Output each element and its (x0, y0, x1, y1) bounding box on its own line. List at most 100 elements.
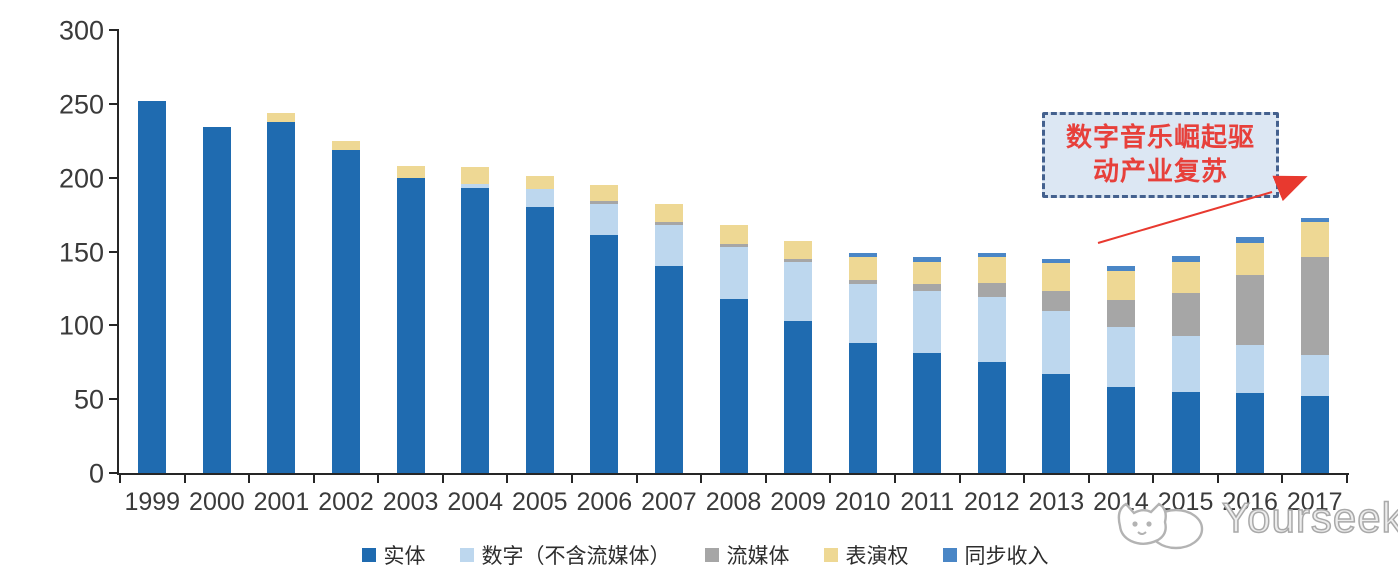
bar-2010-streaming (848, 279, 877, 284)
bar-2011-sync (913, 257, 942, 262)
x-label-2002: 2002 (318, 488, 374, 516)
x-label-2003: 2003 (382, 488, 439, 516)
bar-2017-performance (1300, 221, 1329, 258)
x-tick-2 (248, 475, 251, 483)
x-tick-15 (1087, 475, 1090, 483)
y-label-100: 100 (58, 310, 104, 341)
x-label-2012: 2012 (964, 488, 1020, 516)
x-axis-line (117, 473, 1349, 475)
x-tick-6 (506, 475, 509, 483)
y-label-150: 150 (58, 237, 104, 267)
x-tick-13 (958, 475, 961, 483)
bar-2010-physical (848, 343, 877, 473)
bar-2012-digital (977, 297, 1006, 363)
bar-2001-performance (267, 112, 296, 122)
x-tick-0 (119, 475, 121, 483)
x-tick-4 (377, 475, 380, 483)
bar-2016-digital (1236, 344, 1265, 394)
bar-2006-streaming (590, 201, 619, 205)
bar-2016-performance (1236, 242, 1265, 276)
x-tick-7 (571, 475, 574, 483)
bar-2007-performance (654, 204, 683, 222)
y-tick-300 (109, 29, 117, 31)
x-label-2005: 2005 (511, 488, 568, 516)
bar-2002-performance (332, 140, 361, 150)
bar-2010-digital (848, 283, 877, 344)
bar-2008-streaming (719, 244, 748, 248)
bar-2017-digital (1300, 354, 1329, 397)
legend-item-sync: 同步收入 (942, 540, 1049, 570)
bar-2014-physical (1106, 387, 1135, 473)
x-tick-19 (1346, 475, 1348, 483)
bar-2009-digital (784, 261, 813, 321)
bar-2013-sync (1042, 258, 1071, 264)
annotation-box: 数字音乐崛起驱 动产业复苏 (1042, 112, 1279, 198)
legend-label-performance: 表演权 (845, 544, 909, 568)
legend-label-digital: 数字（不含流媒体） (481, 544, 671, 568)
bar-2011-streaming (913, 283, 942, 292)
bar-1999-physical (138, 100, 167, 473)
x-tick-3 (312, 475, 315, 483)
legend-label-streaming: 流媒体 (726, 544, 790, 568)
bar-2016-sync (1236, 236, 1265, 243)
bar-2009-physical (784, 320, 813, 473)
bar-2012-sync (977, 252, 1006, 258)
x-label-2016: 2016 (1222, 488, 1278, 516)
bar-2013-digital (1042, 310, 1071, 375)
yourseeker-cat-logo-icon (1117, 502, 1204, 550)
bar-2014-streaming (1106, 300, 1135, 327)
annotation-line-1: 数字音乐崛起驱 (1065, 122, 1255, 152)
x-tick-11 (829, 475, 832, 483)
bar-2017-sync (1300, 217, 1329, 222)
bar-2012-streaming (977, 282, 1006, 298)
y-axis-line (117, 29, 119, 475)
y-label-250: 250 (58, 89, 104, 120)
bar-2011-physical (913, 353, 942, 473)
bar-2006-physical (590, 235, 619, 473)
x-tick-1 (183, 475, 186, 483)
annotation-line-2: 动产业复苏 (1092, 157, 1228, 186)
x-tick-12 (893, 475, 896, 483)
bar-2007-digital (654, 224, 683, 267)
bar-2005-physical (525, 207, 554, 473)
bar-2017-physical (1300, 396, 1329, 473)
bar-2010-performance (848, 257, 877, 280)
bar-2009-performance (784, 241, 813, 259)
bar-2004-digital (461, 183, 490, 188)
bar-2004-performance (461, 167, 490, 184)
bar-2014-performance (1106, 270, 1135, 301)
legend-label-sync: 同步收入 (964, 544, 1049, 568)
bar-2012-physical (977, 362, 1006, 473)
bar-2014-digital (1106, 326, 1135, 388)
y-tick-150 (109, 250, 117, 253)
x-tick-10 (764, 475, 767, 483)
bar-2013-performance (1042, 263, 1071, 292)
legend-swatch-streaming (704, 548, 719, 562)
y-label-50: 50 (73, 384, 104, 415)
x-tick-9 (700, 475, 703, 483)
bar-2008-performance (719, 224, 748, 245)
legend-item-physical: 实体 (361, 540, 426, 570)
legend-item-performance: 表演权 (823, 540, 909, 570)
x-tick-8 (635, 475, 638, 483)
bar-2003-performance (396, 165, 425, 178)
legend-swatch-physical (361, 548, 376, 562)
bar-2015-physical (1171, 391, 1200, 473)
legend-swatch-sync (942, 548, 957, 562)
y-tick-0 (109, 472, 117, 474)
bar-2008-physical (719, 298, 748, 473)
bar-2007-streaming (654, 221, 683, 225)
bar-2015-sync (1171, 255, 1200, 262)
x-tick-14 (1023, 475, 1026, 483)
legend: 实体 数字（不含流媒体） 流媒体 表演权 同步收入 (60, 540, 1350, 570)
bar-2005-digital (525, 189, 554, 208)
bar-2000-physical (202, 127, 231, 473)
bar-2010-sync (848, 252, 877, 258)
bar-2005-performance (525, 176, 554, 190)
y-label-300: 300 (58, 15, 104, 46)
legend-label-physical: 实体 (383, 544, 426, 568)
x-label-2007: 2007 (641, 488, 697, 516)
bar-2016-streaming (1236, 275, 1265, 345)
x-label-2013: 2013 (1028, 488, 1085, 516)
legend-swatch-performance (823, 548, 838, 562)
